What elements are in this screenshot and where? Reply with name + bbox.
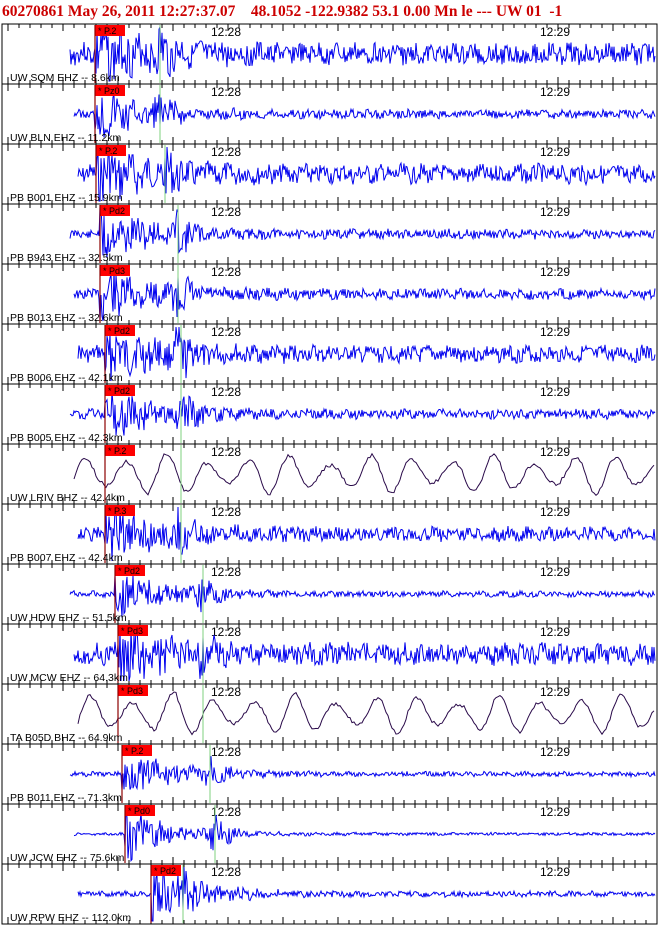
time-tick-label: 12:29	[540, 25, 570, 39]
waveform-trace	[69, 206, 656, 258]
waveform-trace	[77, 506, 656, 562]
phase-pick-label: * P.2	[108, 446, 126, 456]
station-label: PB B001 EHZ -- 15.9km	[10, 192, 123, 204]
phase-pick-box	[115, 565, 145, 576]
event-datetime: May 26, 2011 12:27:37.07	[67, 3, 236, 20]
phase-pick-label: * Pd3	[103, 266, 125, 276]
time-tick-label: 12:29	[540, 505, 570, 519]
waveform-trace	[77, 691, 655, 736]
station-label: UW RPW EHZ -- 112.0km	[10, 912, 131, 924]
station-label: PB B943 EHZ -- 32.5km	[10, 252, 123, 264]
waveform-trace	[73, 807, 656, 862]
waveform-trace	[77, 326, 656, 382]
station-label: UW SQM EHZ -- 8.6km	[10, 72, 120, 84]
waveform-trace	[73, 626, 656, 682]
station-label: PB B006 EHZ -- 42.1km	[10, 372, 123, 384]
phase-pick-label: * Pd2	[103, 206, 125, 216]
station-label: PB B005 EHZ -- 42.3km	[10, 432, 123, 444]
time-tick-label: 12:28	[211, 565, 241, 579]
phase-pick-box	[105, 325, 135, 336]
waveform-trace	[69, 574, 656, 618]
event-trailing: -1	[549, 3, 563, 20]
phase-pick-label: * P.2	[125, 746, 143, 756]
phase-pick-box	[125, 805, 155, 816]
waveform-trace	[73, 94, 656, 138]
station-label: UW LRIV BHZ -- 42.4km	[10, 492, 125, 504]
phase-pick-box	[118, 685, 148, 696]
phase-pick-box	[100, 205, 130, 216]
time-tick-label: 12:29	[540, 625, 570, 639]
time-tick-label: 12:28	[211, 325, 241, 339]
time-tick-label: 12:28	[211, 205, 241, 219]
phase-pick-box	[122, 745, 152, 756]
trace-panel	[1, 623, 658, 685]
station-label: UW MCW EHZ -- 64.3km	[10, 672, 128, 684]
phase-pick-box	[105, 445, 135, 456]
time-tick-label: 12:29	[540, 265, 570, 279]
waveform-trace	[73, 452, 655, 497]
phase-pick-label: * Pd2	[108, 386, 130, 396]
time-tick-label: 12:29	[540, 685, 570, 699]
time-tick-label: 12:28	[211, 25, 241, 39]
time-tick-label: 12:29	[540, 865, 570, 879]
phase-pick-box	[105, 385, 135, 396]
time-tick-label: 12:28	[211, 445, 241, 459]
phase-pick-box	[151, 865, 181, 876]
waveform-trace	[77, 867, 656, 922]
event-id: 60270861	[2, 3, 64, 20]
waveform-trace	[77, 146, 656, 202]
time-tick-label: 12:29	[540, 445, 570, 459]
station-label: PB B011 EHZ -- 71.3km	[10, 792, 122, 804]
time-tick-label: 12:29	[540, 325, 570, 339]
time-tick-label: 12:29	[540, 745, 570, 759]
event-header: 60270861 May 26, 2011 12:27:37.07 48.105…	[2, 3, 658, 21]
phase-pick-box	[105, 505, 135, 516]
phase-pick-label: * Pz0	[98, 86, 120, 96]
time-tick-label: 12:28	[211, 265, 241, 279]
station-label: UW JCW EHZ -- 75.6km	[10, 852, 125, 864]
time-tick-label: 12:29	[540, 385, 570, 399]
time-tick-label: 12:28	[211, 85, 241, 99]
event-location: 48.1052 -122.9382 53.1 0.00 Mn le --- UW…	[250, 3, 542, 20]
waveform-trace	[69, 25, 656, 82]
time-tick-label: 12:29	[540, 145, 570, 159]
time-tick-label: 12:28	[211, 685, 241, 699]
phase-pick-label: * Pd2	[154, 866, 176, 876]
time-tick-label: 12:29	[540, 85, 570, 99]
phase-pick-box	[95, 25, 125, 36]
phase-pick-label: * Pd3	[121, 686, 143, 696]
phase-pick-label: * Pd3	[121, 626, 143, 636]
trace-panel	[1, 683, 658, 745]
time-tick-label: 12:28	[211, 145, 241, 159]
phase-pick-box	[96, 145, 126, 156]
time-tick-label: 12:28	[211, 505, 241, 519]
time-tick-label: 12:28	[211, 745, 241, 759]
station-label: UW HDW EHZ -- 51.5km	[10, 612, 127, 624]
time-tick-label: 12:29	[540, 805, 570, 819]
time-tick-label: 12:28	[211, 865, 241, 879]
time-tick-label: 12:28	[211, 805, 241, 819]
phase-pick-label: * P.2	[99, 146, 117, 156]
time-tick-label: 12:28	[211, 625, 241, 639]
phase-pick-box	[118, 625, 148, 636]
phase-pick-box	[100, 265, 130, 276]
time-tick-label: 12:29	[540, 205, 570, 219]
waveform-trace	[73, 269, 656, 322]
time-tick-label: 12:28	[211, 385, 241, 399]
phase-pick-label: * Pd2	[108, 326, 130, 336]
phase-pick-label: * P.3	[108, 506, 126, 516]
station-label: UW BLN EHZ -- 11.2km	[10, 132, 121, 144]
waveform-trace	[69, 390, 656, 436]
phase-pick-label: * Pd2	[118, 566, 140, 576]
time-tick-label: 12:29	[540, 565, 570, 579]
station-label: PB B013 EHZ -- 32.6km	[10, 312, 123, 324]
phase-pick-label: * Pd0	[128, 806, 150, 816]
phase-pick-label: * P.2	[98, 26, 116, 36]
waveform-trace	[69, 756, 656, 791]
station-label: PB B007 EHZ -- 42.4km	[10, 552, 123, 564]
phase-pick-box	[95, 85, 125, 96]
station-label: TA B05D BHZ -- 64.9km	[10, 732, 123, 744]
